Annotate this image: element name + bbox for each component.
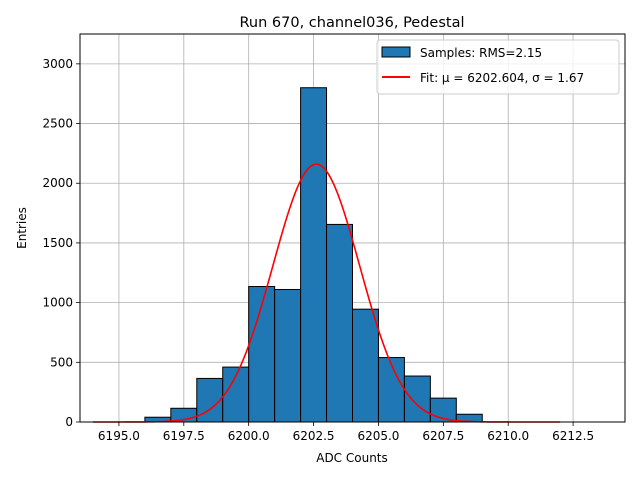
x-tick-label: 6202.5: [293, 429, 335, 443]
legend-histogram-swatch: [381, 46, 411, 58]
y-axis-ticks: 0 500 1000 1500 2000 2500 3000: [42, 57, 80, 429]
histogram-bar: [248, 285, 276, 423]
histogram-bar: [403, 375, 431, 423]
x-tick-label: 6212.5: [552, 429, 594, 443]
x-tick-label: 6197.5: [163, 429, 205, 443]
legend-fit-label: Fit: μ = 6202.604, σ = 1.67: [420, 71, 584, 85]
y-tick-label: 1500: [42, 236, 73, 250]
x-tick-label: 6205.0: [357, 429, 399, 443]
legend: Samples: RMS=2.15 Fit: μ = 6202.604, σ =…: [376, 39, 620, 95]
histogram-bar: [352, 308, 379, 423]
histogram-bar: [326, 223, 353, 423]
y-tick-label: 3000: [42, 57, 73, 71]
legend-histogram-label: Samples: RMS=2.15: [420, 46, 542, 60]
y-tick-label: 2000: [42, 176, 73, 190]
x-tick-label: 6207.5: [422, 429, 464, 443]
x-axis-label: ADC Counts: [316, 451, 388, 465]
x-tick-label: 6210.0: [487, 429, 529, 443]
x-tick-label: 6195.0: [98, 429, 140, 443]
histogram-bar: [300, 87, 328, 423]
grid-lines: [80, 34, 625, 423]
x-axis-ticks: 6195.0 6197.5 6200.0 6202.5 6205.0 6207.5 6210…: [98, 422, 594, 443]
histogram-bar: [377, 357, 405, 423]
y-tick-label: 500: [50, 355, 73, 369]
y-axis-label: Entries: [15, 207, 29, 249]
legend-box: [376, 39, 620, 95]
histogram-bar: [274, 288, 302, 423]
chart-title: Run 670, channel036, Pedestal: [239, 15, 464, 31]
y-tick-label: 2500: [42, 117, 73, 131]
y-tick-label: 0: [65, 415, 73, 429]
plot-frame: [79, 33, 626, 423]
y-tick-label: 1000: [42, 296, 73, 310]
x-tick-label: 6200.0: [228, 429, 270, 443]
histogram-bars: [144, 87, 483, 423]
